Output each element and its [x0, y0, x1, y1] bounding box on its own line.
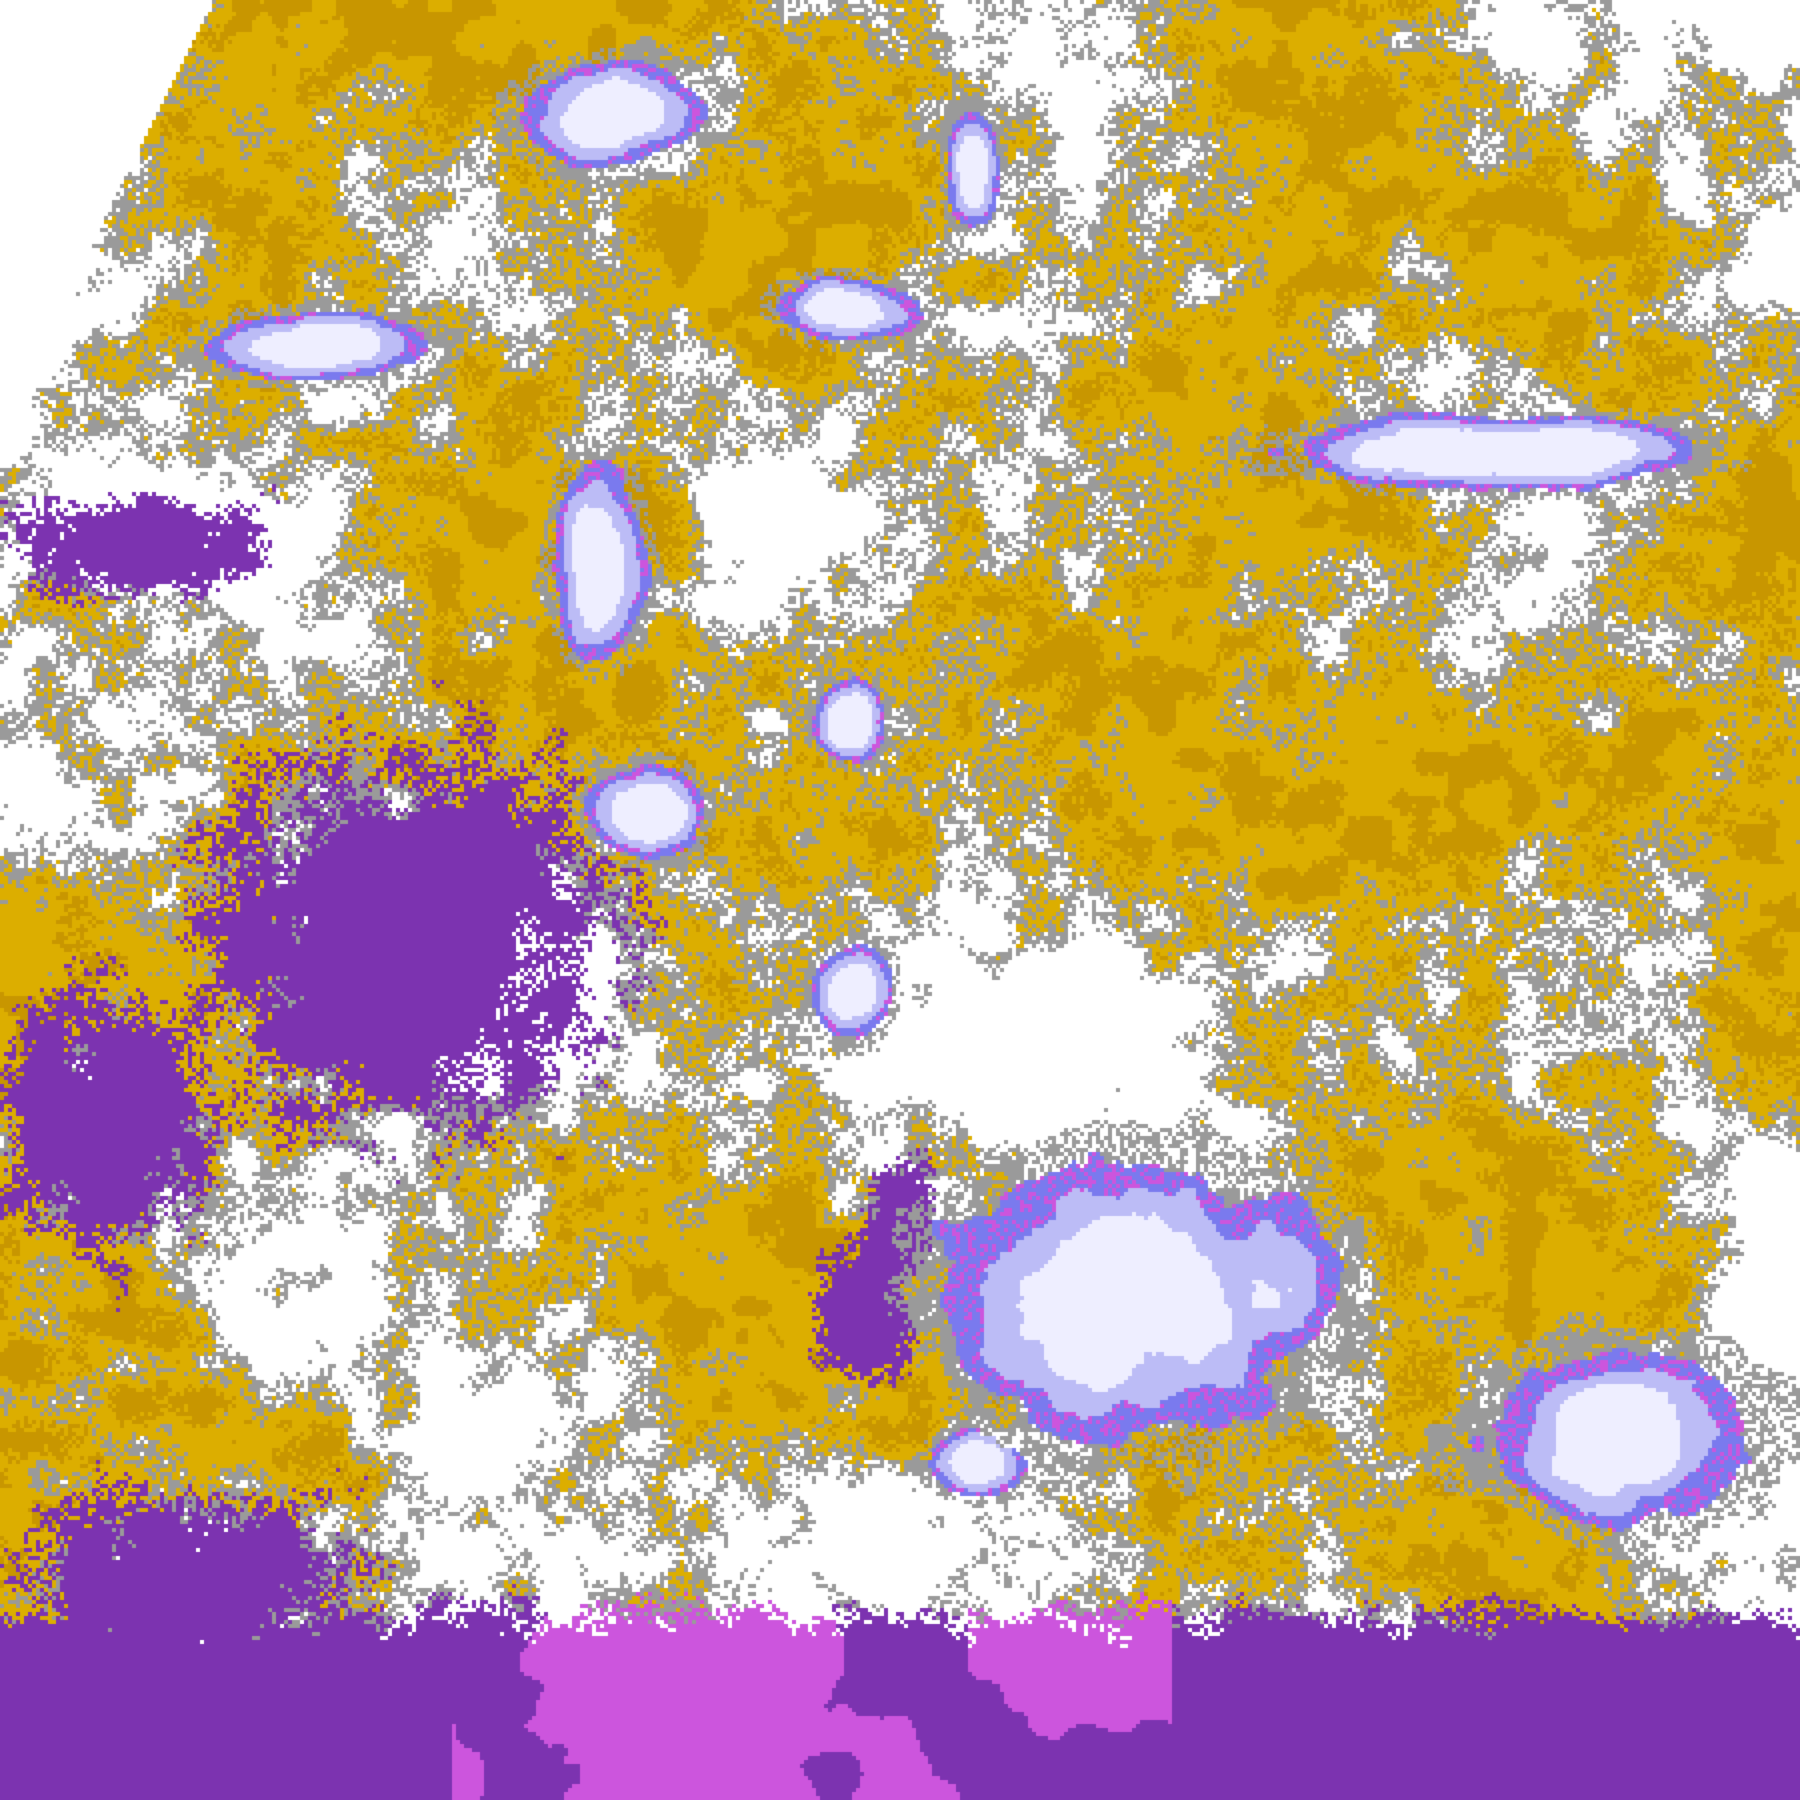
classified-satellite-map: [0, 0, 1800, 1800]
